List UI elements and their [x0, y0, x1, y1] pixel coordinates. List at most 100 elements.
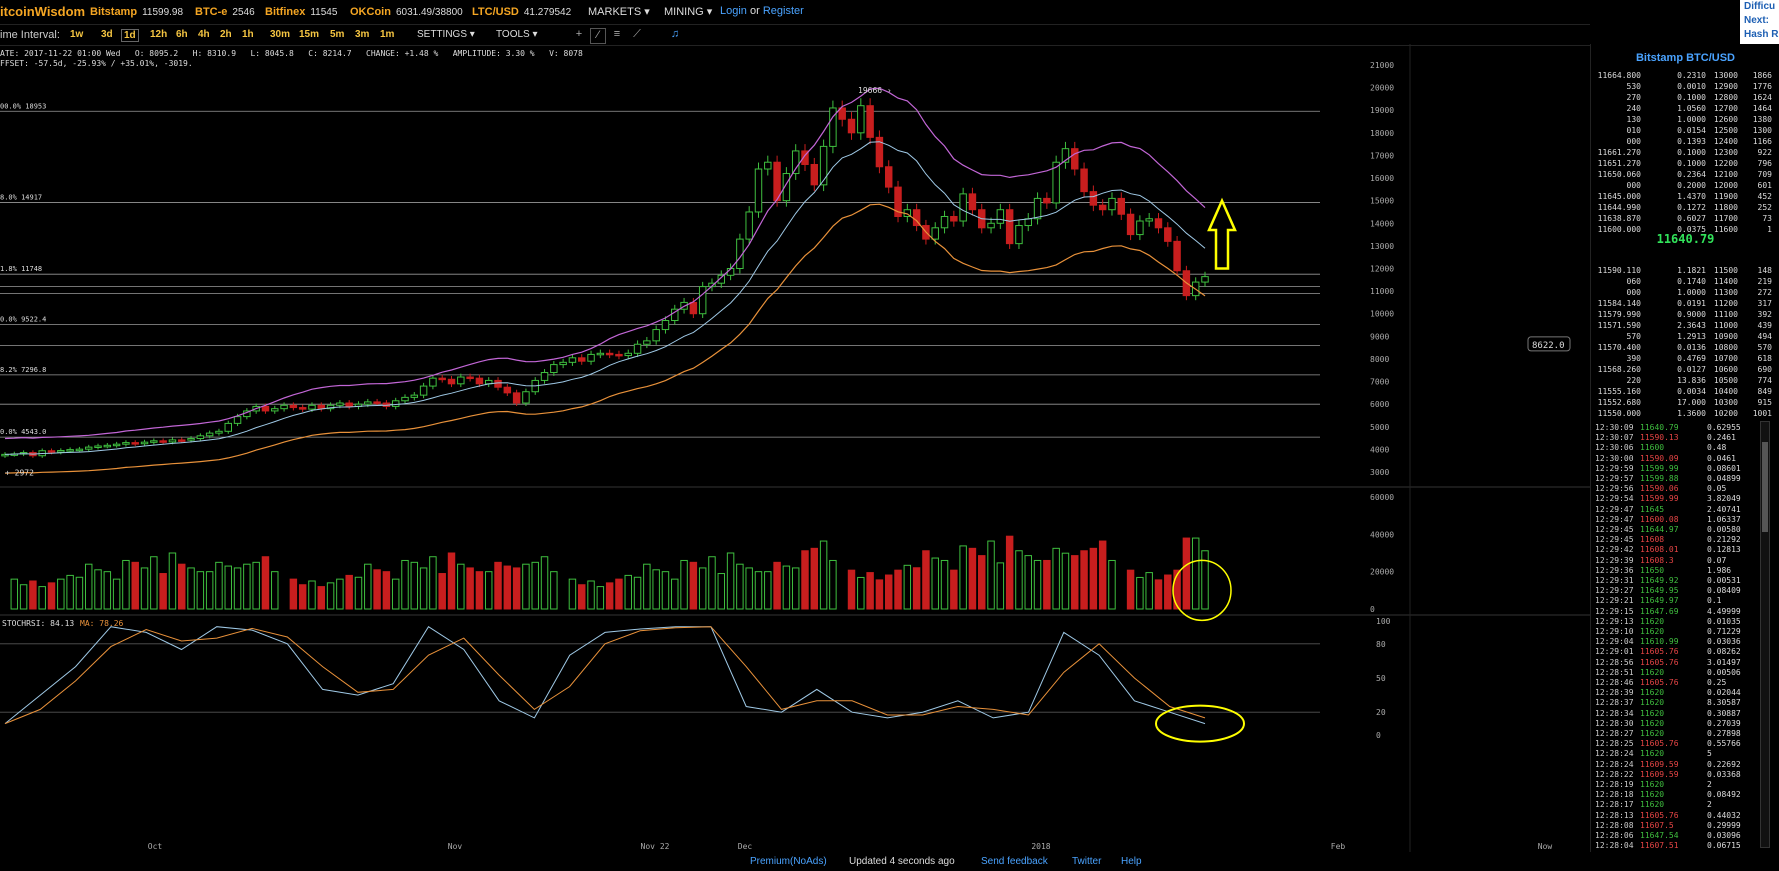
- rsi-circle-annotation: [1155, 704, 1245, 743]
- volume-bar: [987, 540, 995, 610]
- trade-time: 12:28:51: [1595, 667, 1634, 677]
- register-link[interactable]: Register: [762, 5, 804, 17]
- order-book-title[interactable]: Bitstamp BTC/USD: [1635, 52, 1735, 64]
- interval-1h[interactable]: 1h: [242, 29, 254, 40]
- interval-1d[interactable]: 1d: [121, 29, 139, 42]
- login-link[interactable]: Login: [720, 5, 747, 17]
- candle-body: [178, 439, 186, 442]
- volume-bar: [745, 567, 753, 610]
- trade-amount: 2: [1707, 800, 1712, 810]
- interval-6h[interactable]: 6h: [176, 29, 188, 40]
- ob-sum: 392: [1757, 310, 1772, 319]
- candle-body: [122, 442, 130, 445]
- premium-link[interactable]: Premium(NoAds): [750, 856, 827, 867]
- ticker-btce[interactable]: BTC-e 2546: [195, 6, 255, 18]
- interval-5m[interactable]: 5m: [330, 29, 345, 40]
- ob-price: 11644.990: [1597, 203, 1641, 212]
- trade-row: 12:29:21 11649.97 0.1: [1591, 596, 1779, 605]
- trade-time: 12:30:09: [1595, 423, 1634, 432]
- candle-body: [894, 186, 902, 217]
- trade-price: 11605.76: [1640, 678, 1679, 687]
- candle-body: [298, 407, 307, 410]
- ticker-ltcusd[interactable]: LTC/USD 41.279542: [472, 6, 572, 18]
- site-logo[interactable]: itcoinWisdom: [0, 4, 86, 19]
- volume-bar: [131, 561, 139, 610]
- volume-bar: [503, 565, 512, 610]
- interval-3d[interactable]: 3d: [101, 29, 113, 40]
- ob-price: 220: [1626, 376, 1641, 385]
- twitter-link[interactable]: Twitter: [1072, 856, 1102, 867]
- ob-level: 12300: [1713, 148, 1738, 157]
- ob-price: 530: [1626, 82, 1641, 91]
- fib-level-label: 00.0% 18953: [0, 102, 46, 110]
- volume-bar: [57, 578, 65, 610]
- settings-menu[interactable]: SETTINGS ▾: [417, 29, 475, 40]
- price-axis-tick: 21000: [1370, 61, 1394, 70]
- trade-row: 12:29:39 11608.3 0.07: [1591, 556, 1779, 565]
- interval-3m[interactable]: 3m: [355, 29, 370, 40]
- scroll-thumb[interactable]: [1762, 442, 1768, 532]
- moving-average-line: [4, 141, 1206, 455]
- volume-bar: [382, 571, 391, 610]
- tools-menu[interactable]: TOOLS ▾: [496, 29, 538, 40]
- interval-2h[interactable]: 2h: [220, 29, 232, 40]
- ticker-bitfinex[interactable]: Bitfinex 11545: [265, 6, 338, 18]
- bell-icon[interactable]: ♫: [670, 28, 680, 40]
- candle-body: [587, 353, 595, 362]
- interval-30m[interactable]: 30m: [270, 29, 291, 40]
- trade-time: 12:28:46: [1595, 678, 1634, 687]
- interval-15m[interactable]: 15m: [299, 29, 320, 40]
- mining-menu[interactable]: MINING ▾: [664, 6, 713, 18]
- trade-row: 12:29:04 11610.99 0.03036: [1591, 637, 1779, 646]
- ob-sum: 1300: [1752, 126, 1772, 135]
- time-axis-label: Dec: [738, 842, 753, 851]
- ticker-okcoin[interactable]: OKCoin 6031.49/38800: [350, 6, 463, 18]
- ob-sum: 570: [1757, 343, 1772, 352]
- ob-price: 11579.990: [1597, 310, 1641, 319]
- candle-body: [791, 150, 800, 175]
- trades-scrollbar[interactable]: [1760, 421, 1770, 848]
- candle-body: [968, 193, 977, 211]
- trade-amount: 0.2461: [1707, 433, 1736, 443]
- interval-12h[interactable]: 12h: [150, 29, 168, 40]
- fib-tool-icon[interactable]: ⟋: [633, 28, 641, 40]
- volume-bar: [447, 552, 456, 610]
- feedback-link[interactable]: Send feedback: [981, 856, 1048, 867]
- crosshair-icon[interactable]: +: [575, 28, 583, 40]
- line-tool-icon[interactable]: ⁄: [590, 28, 606, 44]
- candle-body: [159, 440, 167, 443]
- volume-bar: [1098, 540, 1107, 610]
- candle-body: [624, 352, 632, 357]
- trade-amount: 3.01497: [1707, 657, 1741, 667]
- help-link[interactable]: Help: [1121, 856, 1142, 867]
- candle-body: [94, 445, 102, 448]
- price-chart[interactable]: 21000 20000 19000 18000 17000 16000 15000 14000…: [0, 44, 1590, 852]
- trade-row: 12:29:47 11600.08 1.06337: [1591, 515, 1779, 524]
- hashrate-label: Hash R: [1744, 29, 1779, 40]
- horizontal-lines-icon[interactable]: ≡: [613, 28, 621, 40]
- candle-body: [754, 168, 763, 213]
- ticker-bitstamp[interactable]: Bitstamp 11599.98: [90, 6, 184, 18]
- trade-time: 12:30:06: [1595, 443, 1634, 453]
- volume-bar: [1164, 574, 1172, 610]
- fib-level-label: 0.0% 9522.4: [0, 316, 46, 324]
- ob-amount: 1.1821: [1677, 266, 1706, 275]
- ob-level: 12600: [1713, 115, 1738, 124]
- ask-row: 530 0.0010 12900 1776: [1591, 82, 1779, 93]
- bid-row: 11555.160 0.0034 10400 849: [1591, 387, 1779, 398]
- interval-1m[interactable]: 1m: [380, 29, 395, 40]
- interval-1w[interactable]: 1w: [70, 29, 84, 40]
- volume-bar: [391, 578, 400, 610]
- trade-row: 12:29:27 11649.95 0.08409: [1591, 586, 1779, 595]
- recent-trades[interactable]: 12:30:09 11640.79 0.62955 12:30:07 11590.13 0…: [1590, 419, 1779, 852]
- interval-4h[interactable]: 4h: [198, 29, 210, 40]
- candle-body: [987, 222, 995, 229]
- candle-body: [289, 404, 298, 409]
- ob-price: 11638.870: [1597, 214, 1641, 223]
- candle-body: [838, 107, 846, 120]
- volume-bar: [401, 559, 409, 610]
- ob-level: 10300: [1713, 398, 1738, 407]
- volume-bar: [84, 563, 93, 610]
- markets-menu[interactable]: MARKETS ▾: [588, 6, 650, 18]
- volume-bar: [596, 586, 605, 610]
